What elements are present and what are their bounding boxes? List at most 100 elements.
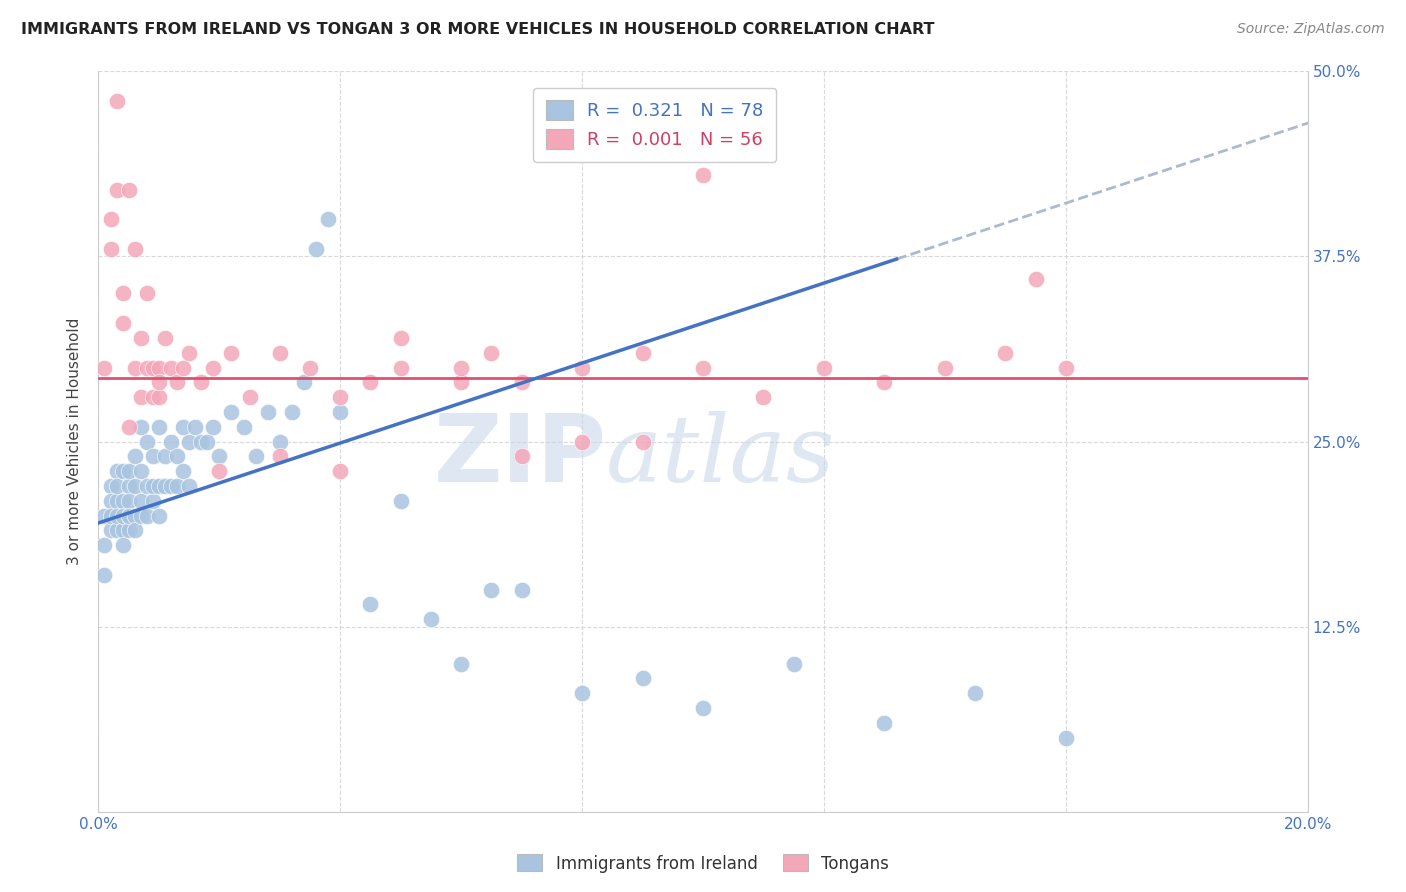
- Point: [118, 508, 141, 523]
- Point: [269, 434, 291, 449]
- Point: [179, 479, 201, 493]
- Point: [389, 331, 412, 345]
- Point: [692, 360, 714, 375]
- Point: [450, 657, 472, 671]
- Point: [239, 390, 262, 404]
- Point: [160, 360, 183, 375]
- Point: [316, 212, 339, 227]
- Point: [135, 286, 157, 301]
- Text: atlas: atlas: [606, 411, 835, 501]
- Point: [360, 598, 382, 612]
- Point: [965, 686, 987, 700]
- Point: [813, 360, 835, 375]
- Point: [118, 183, 141, 197]
- Point: [631, 672, 654, 686]
- Point: [692, 701, 714, 715]
- Point: [934, 360, 956, 375]
- Point: [118, 419, 141, 434]
- Point: [129, 508, 152, 523]
- Point: [148, 390, 170, 404]
- Point: [571, 360, 593, 375]
- Point: [329, 464, 352, 478]
- Point: [142, 479, 165, 493]
- Point: [450, 360, 472, 375]
- Point: [148, 419, 170, 434]
- Point: [124, 524, 146, 538]
- Point: [873, 715, 896, 730]
- Point: [129, 493, 152, 508]
- Point: [873, 376, 896, 390]
- Point: [148, 376, 170, 390]
- Point: [118, 493, 141, 508]
- Point: [111, 538, 134, 552]
- Point: [105, 524, 128, 538]
- Point: [111, 524, 134, 538]
- Point: [124, 479, 146, 493]
- Point: [1054, 731, 1077, 745]
- Point: [221, 345, 243, 359]
- Point: [292, 376, 315, 390]
- Point: [105, 493, 128, 508]
- Point: [111, 508, 134, 523]
- Point: [202, 360, 225, 375]
- Point: [111, 493, 134, 508]
- Point: [100, 479, 122, 493]
- Point: [166, 479, 188, 493]
- Text: Source: ZipAtlas.com: Source: ZipAtlas.com: [1237, 22, 1385, 37]
- Point: [269, 450, 291, 464]
- Text: IMMIGRANTS FROM IRELAND VS TONGAN 3 OR MORE VEHICLES IN HOUSEHOLD CORRELATION CH: IMMIGRANTS FROM IRELAND VS TONGAN 3 OR M…: [21, 22, 935, 37]
- Point: [124, 450, 146, 464]
- Point: [148, 360, 170, 375]
- Point: [142, 390, 165, 404]
- Point: [142, 360, 165, 375]
- Text: ZIP: ZIP: [433, 410, 606, 502]
- Point: [481, 582, 503, 597]
- Point: [631, 434, 654, 449]
- Point: [420, 612, 443, 626]
- Point: [166, 376, 188, 390]
- Point: [160, 434, 183, 449]
- Point: [100, 524, 122, 538]
- Point: [129, 419, 152, 434]
- Point: [245, 450, 267, 464]
- Point: [571, 434, 593, 449]
- Point: [100, 508, 122, 523]
- Point: [360, 376, 382, 390]
- Point: [329, 390, 352, 404]
- Point: [100, 242, 122, 256]
- Point: [752, 390, 775, 404]
- Point: [105, 94, 128, 108]
- Point: [184, 419, 207, 434]
- Point: [153, 450, 176, 464]
- Point: [510, 450, 533, 464]
- Point: [299, 360, 322, 375]
- Point: [166, 450, 188, 464]
- Point: [305, 242, 328, 256]
- Point: [172, 464, 194, 478]
- Point: [202, 419, 225, 434]
- Point: [179, 345, 201, 359]
- Point: [692, 168, 714, 182]
- Y-axis label: 3 or more Vehicles in Household: 3 or more Vehicles in Household: [67, 318, 83, 566]
- Point: [148, 508, 170, 523]
- Point: [510, 376, 533, 390]
- Point: [142, 450, 165, 464]
- Point: [481, 345, 503, 359]
- Point: [256, 405, 278, 419]
- Point: [172, 419, 194, 434]
- Point: [129, 331, 152, 345]
- Point: [281, 405, 304, 419]
- Point: [179, 434, 201, 449]
- Point: [124, 360, 146, 375]
- Point: [129, 464, 152, 478]
- Point: [100, 493, 122, 508]
- Point: [571, 686, 593, 700]
- Point: [105, 464, 128, 478]
- Point: [100, 212, 122, 227]
- Legend: Immigrants from Ireland, Tongans: Immigrants from Ireland, Tongans: [510, 847, 896, 880]
- Point: [93, 508, 115, 523]
- Point: [135, 360, 157, 375]
- Point: [118, 508, 141, 523]
- Point: [153, 479, 176, 493]
- Point: [208, 464, 231, 478]
